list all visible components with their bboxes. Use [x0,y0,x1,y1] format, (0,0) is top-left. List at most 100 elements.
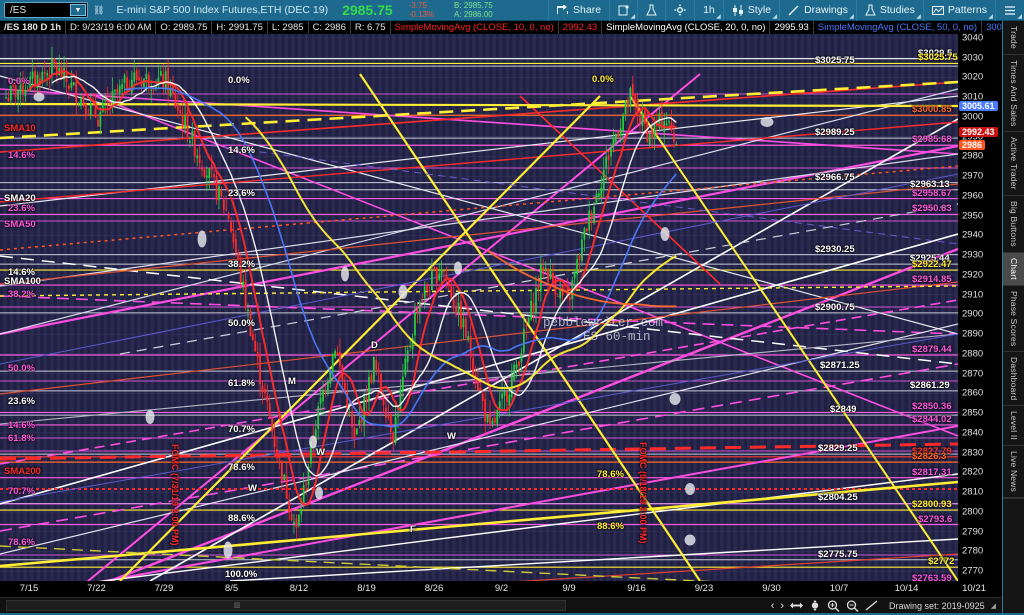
fib-label-right: 78.6% [597,469,624,480]
tab-label: Trade [1009,26,1019,49]
zoom-out-icon[interactable] [846,599,859,612]
bar-close: C: 2986 [309,21,351,34]
tab-live-news[interactable]: Live News [1003,446,1024,499]
timeframe-button[interactable]: 1h ◢ [694,0,723,21]
tab-big-buttons[interactable]: Big Buttons [1003,196,1024,253]
note-button[interactable]: ◢ [609,0,637,21]
event-label: FOMC (9/18/19 2:00 PM) [638,442,648,544]
style-button[interactable]: Style ◢ [722,0,779,21]
chevron-down-icon[interactable]: ▼ [70,4,86,16]
price-level-label: $3025.75 [918,52,958,64]
studies-button[interactable]: Studies ◢ [855,0,923,21]
study-name-sma10[interactable]: SimpleMovingAvg (CLOSE, 10, 0, no) [391,21,559,34]
line-icon[interactable] [865,600,879,611]
pattern-marker: W [447,431,456,442]
study-value-sma10: 2992.43 [559,21,603,34]
price-level-label: $3029.5 [918,47,953,59]
time-tick: 9/30 [762,583,781,594]
zoom-in-icon[interactable] [827,599,840,612]
tab-label: Chart [1009,257,1019,280]
price-tick: 2980 [962,150,984,162]
price-tick: 3040 [962,34,984,44]
drag-icon[interactable] [809,600,821,611]
study-name-sma20[interactable]: SimpleMovingAvg (CLOSE, 20, 0, no) [602,21,771,34]
chart-container[interactable]: 0.0% 14.6% 23.6% 14.6% 38.2% 50.0% 23.6% 14.6% 6… [0,34,1002,597]
menu-button[interactable]: ◢ [995,0,1024,21]
pan-icon[interactable] [790,600,804,611]
tab-label: Phase Scores [1009,290,1019,346]
gear-icon [674,4,686,16]
share-button[interactable]: Share [548,0,609,21]
ask-price: A: 2986.00 [454,10,493,19]
price-axis[interactable]: 3040303030203010300029902980297029602950… [958,34,1002,581]
price-level-label: $2793.6 [918,513,953,525]
price-level-label: $2817.31 [912,466,952,478]
tab-label: Times And Sales [1009,59,1019,127]
symbol-input[interactable]: /ES ▼ [4,2,88,18]
tab-phase-scores[interactable]: Phase Scores [1003,285,1024,352]
patterns-button[interactable]: Patterns ◢ [922,0,995,21]
price-level-label: $2775.75 [818,548,858,560]
tab-rail-filler [1003,498,1024,615]
fib-label-left: 23.6% [8,396,35,407]
time-axis[interactable]: 7/15 7/22 7/29 8/5 8/12 8/19 8/26 9/2 9/9 9/16 9/2… [0,581,1002,597]
next-icon[interactable]: › [780,599,785,612]
chart-plot-area[interactable]: 0.0% 14.6% 23.6% 14.6% 38.2% 50.0% 23.6% 14.6% 6… [0,34,958,581]
fib-label-right: 88.6% [597,521,624,532]
price-tick: 2830 [962,447,984,459]
price-level-label: $3025.75 [815,55,855,67]
patterns-label: Patterns [947,4,987,16]
price-tick: 3030 [962,52,984,64]
tab-level-ii[interactable]: Level II [1003,406,1024,447]
fib-label-mid: 14.6% [228,145,255,156]
tab-trade[interactable]: Trade [1003,21,1024,55]
drawing-set-label[interactable]: Drawing set: 2019-0925 [889,600,985,611]
tab-chart[interactable]: Chart [1003,252,1024,286]
horizontal-scrollbar[interactable]: ▥ [6,600,566,611]
settings-button[interactable] [665,0,694,21]
bar-low: L: 2985 [268,21,309,34]
price-tick: 3000 [962,111,984,123]
time-tick: 9/16 [627,583,646,594]
link-icon[interactable]: ⛓ [93,4,105,15]
fib-label-left: 50.0% [8,363,35,374]
study-name-sma50[interactable]: SimpleMovingAvg (CLOSE, 50, 0, no) [814,21,983,34]
last-price: 2985.75 [342,2,393,18]
tab-active-trader[interactable]: Active Trader [1003,132,1024,197]
price-tick: 2800 [962,506,984,518]
scrollbar-grip[interactable]: ▥ [233,602,241,609]
share-label: Share [573,4,602,16]
time-tick: 8/12 [289,583,309,594]
fib-label-mid: 0.0% [228,75,250,86]
pattern-marker: D [371,340,378,351]
price-level-label: $2844.02 [912,413,952,425]
price-level-label: $2900.75 [815,301,855,313]
tab-dashboard[interactable]: Dashboard [1003,351,1024,407]
pencil-icon [788,5,800,16]
time-tick: 7/22 [87,583,106,594]
moving-average-label: SMA200 [4,466,41,477]
drawing-set-chevron-icon[interactable]: ◢ [990,602,996,610]
price-level-label: $2827.79 [912,445,952,457]
style-label: Style [747,4,772,16]
studies-flask-button[interactable] [637,0,665,21]
moving-average-label: SMA100 [4,276,41,287]
time-tick: 10/7 [829,583,849,594]
tab-label: Active Trader [1009,137,1019,191]
prev-icon[interactable]: ‹ [770,599,775,612]
price-level-label: $2826.3 [912,451,947,463]
bid-price: B: 2985.75 [454,1,493,10]
price-level-label: $2922.47 [912,259,952,271]
watermark-site: pebblewriter.com [543,316,664,330]
price-tick: 2770 [962,565,984,577]
tab-times-and-sales[interactable]: Times And Sales [1003,54,1024,133]
price-change-percent: -0.13% [408,10,435,19]
price-axis-badge: 2992.43 [959,126,998,137]
price-axis-badge: 3005.61 [959,100,998,111]
price-tick: 2970 [962,170,984,182]
pattern-marker: F [410,524,416,535]
drawings-button[interactable]: Drawings ◢ [779,0,856,21]
tab-label: Dashboard [1009,356,1019,401]
tab-label: Level II [1009,411,1019,441]
price-tick: 2790 [962,526,984,538]
